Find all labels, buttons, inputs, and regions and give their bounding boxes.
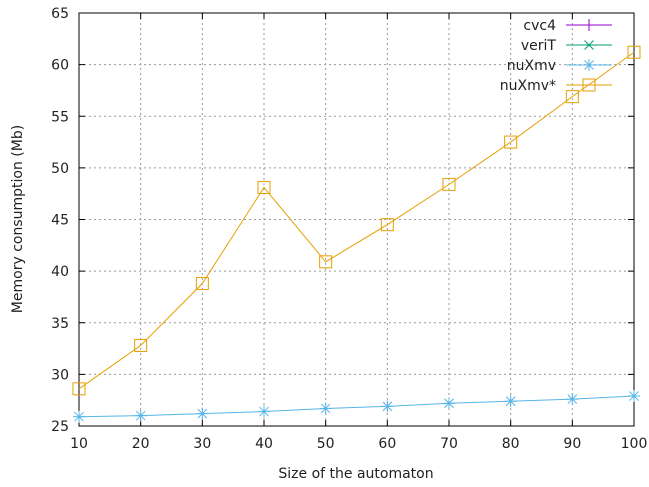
data-point-nuxmv [442,177,456,191]
legend-label-nuxmv: nuXmv* [500,78,556,94]
x-tick-label: 70 [440,436,458,452]
data-point-nuxmv [257,180,271,194]
grid [79,13,634,426]
data-point-nuxmv [319,255,333,269]
data-point-nuxmv [196,407,209,420]
y-tick-label: 60 [51,58,69,74]
data-point-nuxmv [73,410,85,423]
x-tick-label: 20 [132,436,150,452]
data-point-nuxmv [380,218,394,232]
series-line-nuxmv [78,51,635,390]
data-point-nuxmv [443,397,455,410]
data-point-nuxmv [504,135,518,149]
data-point-nuxmv [319,402,332,415]
x-tick-label: 30 [193,436,211,452]
legend-marker-nuxmv [582,78,596,92]
x-tick-label: 60 [378,436,396,452]
data-point-nuxmv [627,45,641,59]
series-layer [72,45,641,423]
legend-marker-nuxmv [583,59,595,71]
axis-ticks: 10 20 30 40 50 60 70 80 90 100 25 30 35 40 45 50 55 60 65 [51,6,647,452]
y-tick-label: 45 [51,213,69,229]
data-point-nuxmv [195,277,209,291]
y-tick-label: 40 [51,264,69,280]
legend-label-nuxmv: nuXmv [507,58,556,74]
data-point-nuxmv [258,405,270,418]
data-point-nuxmv [504,395,517,408]
y-axis-label: Memory consumption (Mb) [10,125,26,313]
y-tick-label: 30 [51,367,69,383]
x-tick-label: 50 [317,436,335,452]
legend: cvc4 veriT nuXmv nuXmv* [500,18,612,94]
data-point-nuxmv [565,90,579,104]
legend-label-verit: veriT [521,38,557,54]
y-tick-label: 35 [51,316,69,332]
legend-marker-cvc4 [583,19,595,31]
y-tick-label: 25 [51,419,69,435]
series-line-nuxmv [78,395,635,418]
x-tick-label: 100 [621,436,648,452]
y-tick-label: 55 [51,109,69,125]
y-tick-label: 50 [51,161,69,177]
x-tick-label: 40 [255,436,273,452]
data-point-nuxmv [381,400,394,413]
x-tick-label: 80 [502,436,520,452]
data-point-nuxmv [72,382,86,396]
data-point-nuxmv [628,390,640,403]
x-tick-label: 90 [563,436,581,452]
y-tick-label: 65 [51,6,69,22]
x-axis-label: Size of the automaton [278,466,433,482]
legend-marker-verit [584,40,594,50]
legend-label-cvc4: cvc4 [523,18,556,34]
data-point-nuxmv [134,338,148,352]
x-tick-label: 10 [70,436,88,452]
data-point-nuxmv [566,393,579,406]
data-point-nuxmv [134,409,147,422]
